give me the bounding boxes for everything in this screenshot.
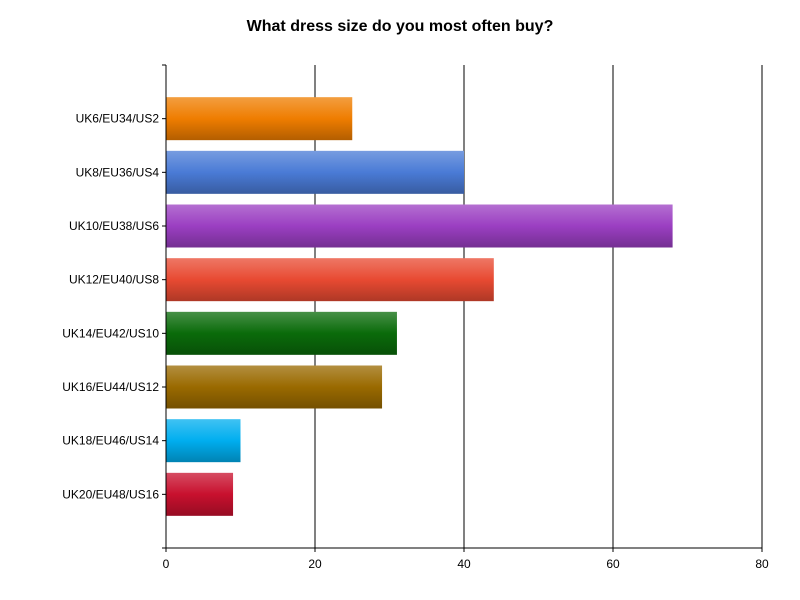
x-tick-label: 80 (755, 557, 769, 571)
bar (166, 97, 353, 141)
chart-title: What dress size do you most often buy? (246, 18, 554, 35)
bar (166, 311, 397, 355)
x-tick-label: 60 (606, 557, 620, 571)
bar (166, 365, 383, 409)
grid-lines (314, 65, 763, 548)
category-label: UK12/EU40/US8 (69, 273, 159, 287)
x-tick-label: 20 (308, 557, 322, 571)
bar (166, 258, 494, 302)
category-label: UK20/EU48/US16 (62, 487, 159, 501)
category-label: UK18/EU46/US14 (62, 434, 159, 448)
category-label: UK16/EU44/US12 (62, 380, 159, 394)
category-label: UK14/EU42/US10 (62, 326, 159, 340)
bar (166, 472, 234, 516)
axes (162, 64, 763, 552)
bar (166, 419, 241, 463)
bar (166, 204, 673, 248)
bar (166, 150, 464, 194)
bars (166, 97, 673, 516)
labels: 0 20 40 60 80 UK6/EU34/US2 UK8/EU36/US4 UK10/EU… (62, 112, 769, 571)
x-tick-label: 0 (163, 557, 170, 571)
category-label: UK6/EU34/US2 (76, 112, 160, 126)
x-tick-label: 40 (457, 557, 471, 571)
category-label: UK8/EU36/US4 (76, 165, 160, 179)
category-label: UK10/EU38/US6 (69, 219, 159, 233)
